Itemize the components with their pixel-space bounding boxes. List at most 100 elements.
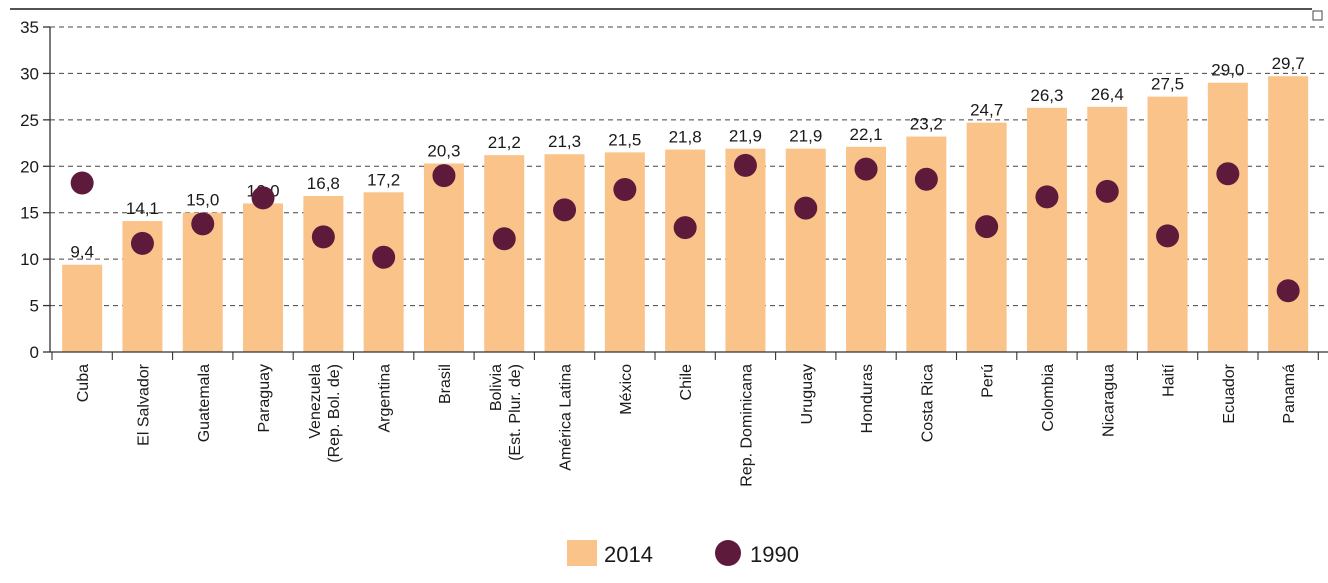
y-tick-label: 0 [30,343,39,362]
bars-2014 [62,76,1309,353]
x-category-label: México [618,364,635,415]
bar-value-label: 21,9 [789,127,822,146]
bar-value-label: 17,2 [367,170,400,189]
y-tick-label: 5 [30,297,39,316]
y-tick-label: 30 [20,64,39,83]
x-category-label: Argentina [377,364,394,433]
bar-2014 [665,149,706,352]
bar-value-label: 20,3 [427,142,460,161]
bar-2014 [363,192,404,352]
x-category-label: Guatemala [196,364,213,442]
legend-swatch-2014 [567,540,597,566]
point-1990 [914,167,938,191]
bar-2014 [785,148,826,352]
legend-label-1990: 1990 [750,542,799,567]
bar-2014 [1087,106,1128,352]
bar-value-label: 22,1 [850,125,883,144]
x-category-label-line: Brasil [437,364,454,404]
x-category-label: Venezuela (Rep. Bol. de) [307,364,343,463]
x-category-label: Cuba [75,364,92,402]
bar-2014 [303,196,344,352]
y-tick-label: 25 [20,111,39,130]
point-1990 [432,164,456,188]
bar-2014 [62,264,103,352]
x-category-label: Rep. Dominicana [738,364,755,487]
x-category-label: Ecuador [1221,363,1238,423]
bar-value-label: 26,3 [1030,86,1063,105]
x-category-label-line: Cuba [75,364,92,402]
x-category-label-line: Venezuela [307,364,324,439]
bar-2014 [1207,82,1248,352]
point-1990 [70,171,94,195]
point-1990 [1095,179,1119,203]
x-category-label: América Latina [558,364,575,471]
bar-2014 [1026,107,1067,353]
point-1990 [733,153,757,177]
x-category-label-line: (Est. Plur. de) [507,364,524,461]
x-category-label-line: Guatemala [196,364,213,442]
point-1990 [372,245,396,269]
x-category-label: Paraguay [256,364,273,433]
bar-value-label: 21,3 [548,132,581,151]
x-category-label-line: Costa Rica [919,364,936,442]
x-category-label: Panamá [1281,364,1298,424]
y-tick-label: 15 [20,204,39,223]
bar-2014 [243,203,284,352]
bar-value-label: 29,7 [1272,54,1305,73]
bar-2014 [846,146,887,352]
x-category-label-line: Argentina [377,364,394,433]
point-1990 [191,212,215,236]
bar-value-label: 21,9 [729,127,762,146]
bar-value-label: 27,5 [1151,75,1184,94]
x-category-label: Costa Rica [919,364,936,442]
point-1990 [492,227,516,251]
bar-2014 [544,154,585,352]
x-category-label: Colombia [1040,364,1057,432]
y-axis: 0 5 10 15 20 25 30 35 [20,18,51,362]
bar-2014 [423,163,464,352]
point-1990 [975,215,999,239]
bar-2014 [182,212,223,352]
x-category-label-line: Nicaragua [1100,364,1117,437]
x-category-label-line: Uruguay [799,364,816,424]
x-category-label-line: América Latina [558,364,575,471]
point-1990 [794,196,818,220]
point-1990 [311,225,335,249]
x-category-label: Bolivia (Est. Plur. de) [488,364,524,461]
bar-value-label: 21,2 [488,133,521,152]
point-1990 [553,198,577,222]
x-category-label-line: Haití [1161,363,1178,396]
legend-label-2014: 2014 [604,542,653,567]
x-category-label-line: México [618,364,635,415]
x-category-label-line: Ecuador [1221,363,1238,423]
x-category-label-line: Bolivia [488,364,505,411]
x-category-label: Brasil [437,364,454,404]
y-tick-label: 35 [20,18,39,37]
x-category-label: Nicaragua [1100,364,1117,437]
bar-value-label: 23,2 [910,115,943,134]
point-1990 [854,157,878,181]
points-1990 [70,153,1300,303]
legend: 2014 1990 [567,540,799,567]
y-tick-label: 20 [20,157,39,176]
bar-value-label: 21,5 [608,130,641,149]
x-category-label-line: Paraguay [256,364,273,433]
y-tick-label: 10 [20,250,39,269]
x-category-label: Perú [980,364,997,398]
x-category-label-line: Honduras [859,364,876,433]
bar-value-label: 15,0 [186,191,219,210]
point-1990 [673,216,697,240]
bar-value-label: 29,0 [1211,61,1244,80]
x-axis: Cuba El Salvador Guatemala Paraguay Venezuel… [50,351,1328,487]
bar-2014 [1268,76,1309,352]
x-category-label-line: Panamá [1281,364,1298,424]
legend-swatch-1990 [715,540,741,566]
point-1990 [1276,279,1300,303]
bar-2014 [725,148,766,352]
x-category-label: Chile [678,364,695,401]
point-1990 [130,231,154,255]
point-1990 [1035,185,1059,209]
x-category-label-line: Chile [678,364,695,401]
